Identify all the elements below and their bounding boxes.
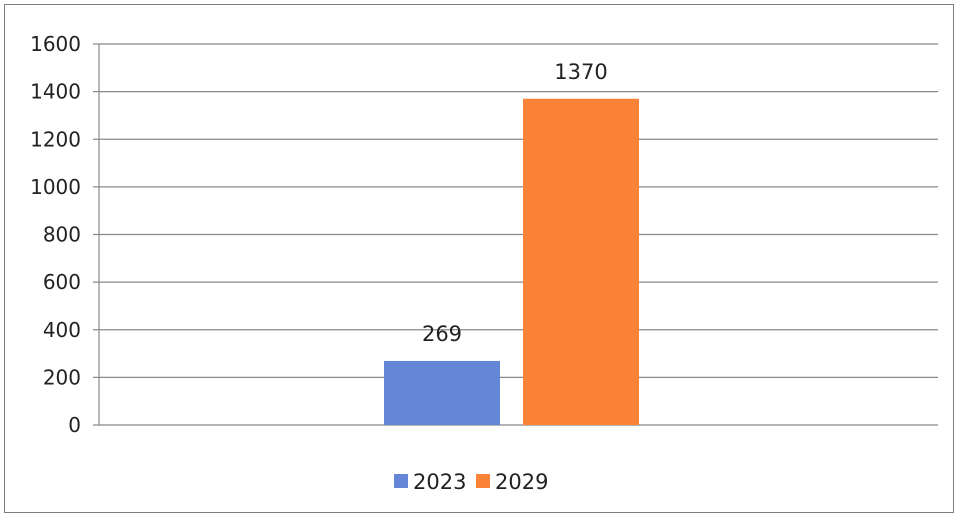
legend-swatch-2029 <box>476 474 490 488</box>
y-tick-label-400: 400 <box>43 318 81 342</box>
gridlines <box>93 43 938 426</box>
y-tick-label-1600: 1600 <box>30 32 81 56</box>
legend-label-2023: 2023 <box>413 470 466 494</box>
y-tick-label-200: 200 <box>43 365 81 389</box>
y-tick-label-0: 0 <box>68 413 81 437</box>
data-label-2023: 269 <box>422 322 462 346</box>
y-tick-label-1000: 1000 <box>30 175 81 199</box>
bar-2023 <box>384 360 500 425</box>
y-axis-tick-labels: 0 200 400 600 800 1000 1200 1400 1600 <box>30 32 81 437</box>
legend: 2023 2029 <box>394 470 548 494</box>
legend-label-2029: 2029 <box>495 470 548 494</box>
y-tick-label-1400: 1400 <box>30 80 81 104</box>
y-tick-label-800: 800 <box>43 223 81 247</box>
chart-frame <box>4 4 954 513</box>
bar-2029 <box>523 98 639 426</box>
y-tick-label-600: 600 <box>43 270 81 294</box>
legend-swatch-2023 <box>394 474 408 488</box>
data-label-2029: 1370 <box>554 60 607 84</box>
y-tick-label-1200: 1200 <box>30 127 81 151</box>
data-labels: 269 1370 <box>422 60 608 346</box>
bars <box>384 98 639 426</box>
